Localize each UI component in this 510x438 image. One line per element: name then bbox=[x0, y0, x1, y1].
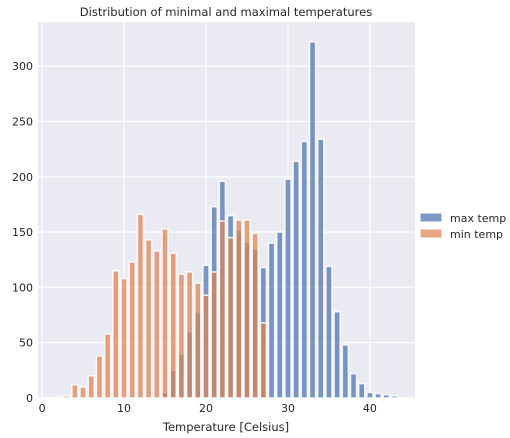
x-axis-title: Temperature [Celsius] bbox=[162, 420, 289, 434]
x-tick-label: 20 bbox=[199, 402, 213, 415]
bar-min-temp bbox=[177, 273, 186, 399]
bar-min-temp bbox=[144, 239, 153, 399]
bar-min-temp bbox=[251, 232, 260, 399]
legend-label-max-temp: max temp bbox=[450, 212, 506, 225]
bar-min-temp bbox=[136, 213, 145, 399]
bar-max-temp bbox=[275, 231, 284, 399]
bar-min-temp bbox=[54, 396, 63, 399]
bar-max-temp bbox=[267, 242, 276, 399]
bar-min-temp bbox=[185, 271, 194, 399]
bar-min-temp bbox=[243, 219, 251, 399]
bar-min-temp bbox=[152, 250, 161, 399]
series-min-temp bbox=[54, 213, 268, 399]
y-tick-label: 100 bbox=[12, 281, 33, 294]
bar-min-temp bbox=[120, 277, 128, 399]
bar-max-temp bbox=[325, 265, 333, 399]
x-tick-label: 10 bbox=[117, 402, 131, 415]
bar-max-temp bbox=[382, 393, 391, 399]
bar-min-temp bbox=[193, 282, 202, 399]
bar-max-temp bbox=[308, 41, 317, 399]
bar-min-temp bbox=[259, 321, 268, 399]
bar-min-temp bbox=[169, 252, 178, 399]
y-tick-label: 250 bbox=[12, 116, 33, 129]
x-tick-label: 40 bbox=[363, 402, 377, 415]
bar-min-temp bbox=[218, 220, 227, 399]
bar-max-temp bbox=[366, 391, 374, 399]
bar-max-temp bbox=[333, 310, 342, 399]
bar-min-temp bbox=[202, 294, 210, 399]
legend-label-min-temp: min temp bbox=[450, 228, 503, 241]
plot-background bbox=[38, 22, 415, 398]
bar-min-temp bbox=[128, 261, 137, 399]
bar-max-temp bbox=[284, 178, 292, 399]
chart-title: Distribution of minimal and maximal temp… bbox=[80, 5, 372, 19]
x-axis-ticks: 0 10 20 30 40 bbox=[39, 402, 377, 415]
y-tick-label: 200 bbox=[12, 171, 33, 184]
bar-max-temp bbox=[341, 344, 350, 399]
x-tick-label: 30 bbox=[281, 402, 295, 415]
bar-min-temp bbox=[234, 219, 243, 399]
y-tick-label: 150 bbox=[12, 226, 33, 239]
bar-min-temp bbox=[161, 228, 169, 399]
y-tick-label: 50 bbox=[19, 337, 33, 350]
bar-max-temp bbox=[300, 140, 309, 399]
bar-min-temp bbox=[79, 386, 87, 399]
bar-min-temp bbox=[62, 394, 71, 399]
legend-swatch-min-temp bbox=[419, 228, 443, 239]
legend: max temp min temp bbox=[419, 212, 506, 241]
bar-min-temp bbox=[111, 270, 120, 399]
bar-max-temp bbox=[390, 394, 399, 399]
y-axis-ticks: 0 50 100 150 200 250 300 bbox=[12, 60, 33, 405]
bar-min-temp bbox=[103, 333, 112, 399]
bar-max-temp bbox=[316, 138, 325, 399]
y-tick-label: 300 bbox=[12, 60, 33, 73]
y-tick-label: 0 bbox=[26, 392, 33, 405]
bar-min-temp bbox=[71, 383, 79, 399]
bar-min-temp bbox=[226, 236, 235, 399]
bar-min-temp bbox=[87, 375, 96, 399]
bar-max-temp bbox=[374, 392, 382, 399]
x-tick-label: 0 bbox=[39, 402, 46, 415]
bar-max-temp bbox=[349, 372, 358, 399]
bar-min-temp bbox=[210, 271, 219, 399]
bar-max-temp bbox=[292, 160, 301, 399]
legend-swatch-max-temp bbox=[419, 212, 443, 223]
bar-min-temp bbox=[95, 355, 104, 399]
bar-max-temp bbox=[357, 382, 366, 399]
